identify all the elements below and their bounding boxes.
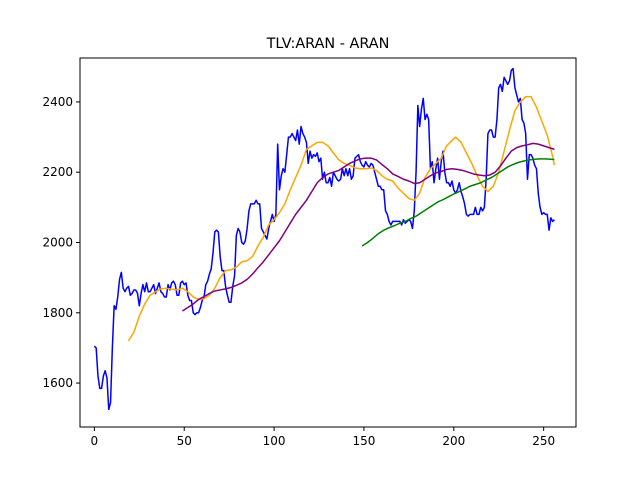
y-axis: 1600 1800 2000 2200 2400 (42, 95, 80, 390)
plot-area: 0 50 100 150 200 250 1600 1800 2000 2200 2400 (42, 57, 577, 448)
x-tick-label: 100 (263, 434, 286, 448)
y-tick-label: 2200 (42, 165, 73, 179)
y-tick-label: 2000 (42, 236, 73, 250)
series-line-4 (361, 158, 555, 247)
y-tick-label: 1800 (42, 306, 73, 320)
series-line-1 (93, 67, 555, 411)
y-tick-label: 2400 (42, 95, 73, 109)
x-tick-label: 250 (532, 434, 555, 448)
series-line-3 (182, 142, 555, 312)
x-tick-label: 150 (352, 434, 375, 448)
y-tick-label: 1600 (42, 376, 73, 390)
x-axis: 0 50 100 150 200 250 (91, 427, 555, 448)
series-layer (93, 67, 556, 411)
chart-title: TLV:ARAN - ARAN (266, 36, 390, 52)
x-tick-label: 0 (91, 434, 99, 448)
x-tick-label: 200 (442, 434, 465, 448)
x-tick-label: 50 (177, 434, 192, 448)
